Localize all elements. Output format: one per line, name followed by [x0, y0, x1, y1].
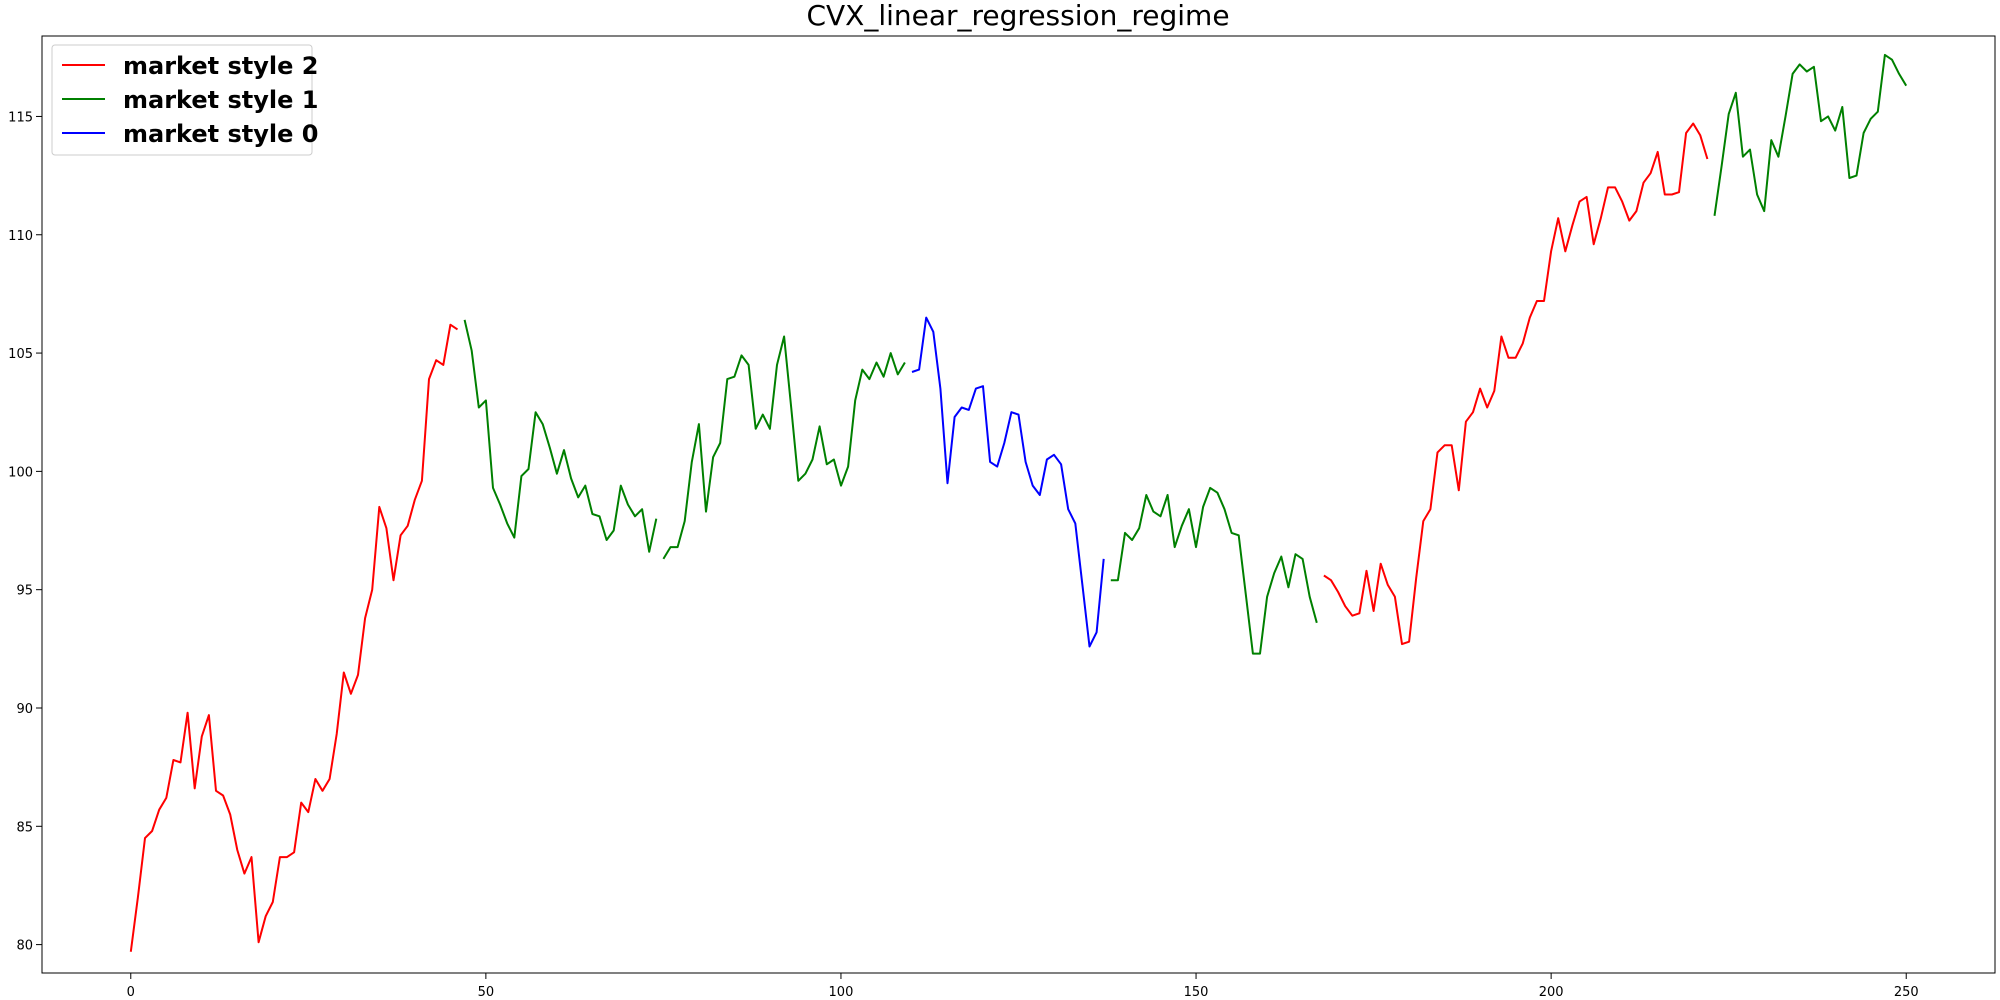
- series-lines: [129, 53, 1908, 952]
- y-tick-label: 115: [8, 110, 33, 125]
- y-axis: 80 85 90 95 100 105 110 115: [8, 110, 42, 954]
- y-tick-label: 80: [16, 939, 33, 954]
- plot-area: [41, 35, 1996, 974]
- x-axis: 0 50 100 150 200 250: [127, 973, 1919, 1000]
- series-line-market-style-1: [463, 319, 658, 553]
- legend-label: market style 1: [123, 86, 318, 114]
- legend-label: market style 2: [123, 52, 318, 80]
- series-line-market-style-2: [1323, 122, 1709, 646]
- y-tick-label: 90: [16, 702, 33, 717]
- series-line-market-style-1: [1110, 486, 1318, 655]
- y-tick-label: 100: [8, 465, 33, 480]
- x-tick-label: 150: [1184, 985, 1209, 1000]
- x-tick-label: 100: [829, 985, 854, 1000]
- legend: market style 2 market style 1 market style…: [51, 44, 318, 156]
- series-line-market-style-1: [1713, 53, 1908, 216]
- y-tick-label: 85: [16, 820, 33, 835]
- y-tick-label: 105: [8, 347, 33, 362]
- x-tick-label: 250: [1894, 985, 1919, 1000]
- legend-label: market style 0: [123, 120, 318, 148]
- series-line-market-style-2: [129, 323, 459, 952]
- legend-box: [51, 44, 313, 156]
- series-line-market-style-0: [911, 316, 1105, 648]
- x-tick-label: 0: [127, 985, 135, 1000]
- y-tick-label: 95: [16, 584, 33, 599]
- x-tick-label: 200: [1539, 985, 1564, 1000]
- series-line-market-style-1: [662, 335, 906, 560]
- y-tick-label: 110: [8, 229, 33, 244]
- x-tick-label: 50: [478, 985, 495, 1000]
- chart-title: CVX_linear_regression_regime: [806, 0, 1229, 32]
